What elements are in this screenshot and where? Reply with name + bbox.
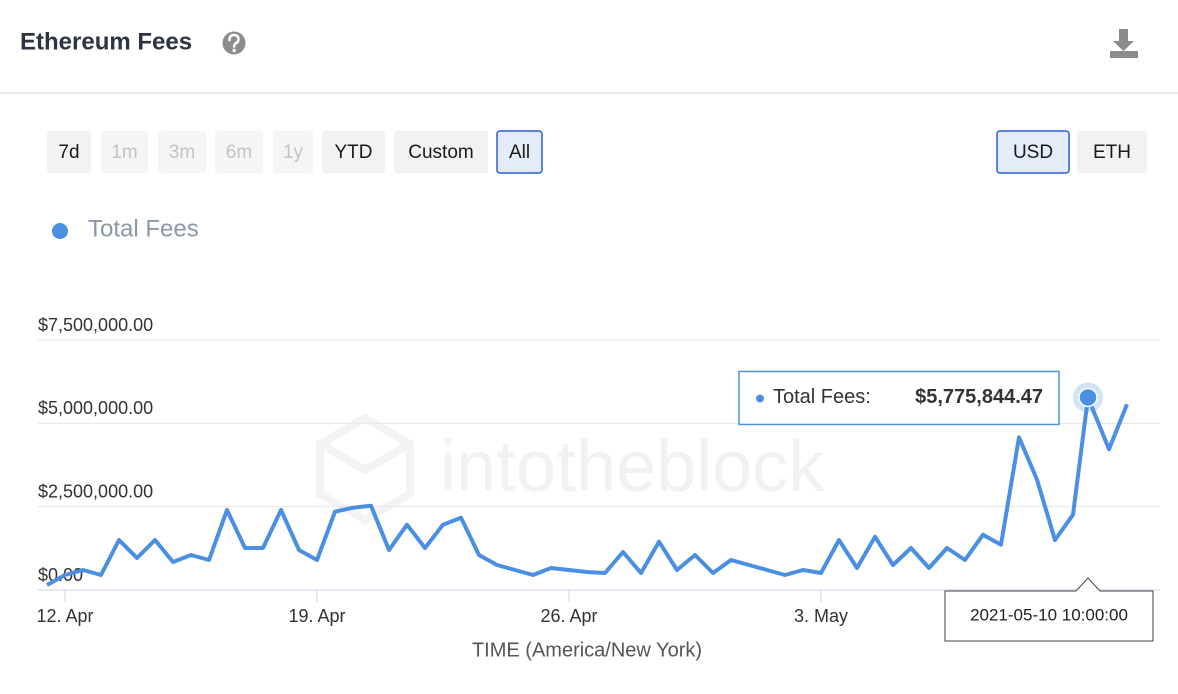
button-bg bbox=[322, 131, 385, 173]
button-bg bbox=[1077, 131, 1147, 173]
hover-point bbox=[1078, 387, 1098, 408]
y-tick-label: $5,000,000.00 bbox=[38, 398, 153, 418]
tooltip-label: Total Fees: bbox=[773, 386, 871, 408]
button-bg bbox=[215, 131, 263, 173]
button-bg bbox=[273, 131, 313, 173]
range-button: 6m bbox=[215, 131, 263, 173]
help-icon[interactable] bbox=[222, 31, 246, 55]
button-bg bbox=[996, 130, 1070, 174]
button-label: Custom bbox=[408, 142, 473, 163]
legend-item[interactable]: Total Fees bbox=[52, 215, 199, 242]
x-crosshair-label: 2021-05-10 10:00:00 bbox=[944, 577, 1154, 642]
range-button: 1y bbox=[273, 131, 313, 173]
x-label-text: 2021-05-10 10:00:00 bbox=[970, 605, 1128, 624]
x-tick-label: 19. Apr bbox=[288, 606, 345, 626]
button-bg bbox=[158, 131, 206, 173]
x-tick-label: 3. May bbox=[794, 606, 848, 626]
tooltip: Total Fees: $5,775,844.47 bbox=[738, 370, 1060, 426]
range-button[interactable]: 7d bbox=[47, 131, 91, 173]
page-title: Ethereum Fees bbox=[20, 28, 192, 55]
x-tick-label: 12. Apr bbox=[36, 606, 93, 626]
download-icon[interactable] bbox=[1110, 29, 1138, 58]
download-arrow bbox=[1113, 41, 1134, 51]
help-glyph bbox=[228, 33, 240, 48]
download-tray bbox=[1110, 51, 1138, 58]
download-stem bbox=[1119, 29, 1128, 42]
button-label: ETH bbox=[1093, 142, 1131, 163]
x-tick-label: 26. Apr bbox=[540, 606, 597, 626]
button-label: YTD bbox=[335, 142, 373, 163]
watermark-text: intotheblock bbox=[440, 427, 825, 507]
watermark: intotheblock bbox=[316, 413, 825, 525]
range-button[interactable]: All bbox=[496, 130, 543, 174]
button-label: 7d bbox=[58, 142, 79, 163]
button-label: All bbox=[509, 142, 530, 163]
y-tick-label: $7,500,000.00 bbox=[38, 315, 153, 335]
button-bg bbox=[101, 131, 148, 173]
legend-label: Total Fees bbox=[88, 215, 199, 242]
tooltip-marker bbox=[756, 394, 764, 403]
range-button[interactable]: ETH bbox=[1077, 131, 1147, 173]
button-bg bbox=[496, 130, 543, 174]
range-button[interactable]: Custom bbox=[394, 131, 488, 173]
button-label: 1m bbox=[111, 142, 137, 163]
legend-marker bbox=[52, 223, 68, 239]
watermark-logo-inner bbox=[317, 440, 413, 475]
range-button: 1m bbox=[101, 131, 148, 173]
x-label-box bbox=[944, 577, 1154, 642]
button-bg bbox=[394, 131, 488, 173]
x-axis-title: TIME (America/New York) bbox=[472, 639, 702, 661]
button-bg bbox=[47, 131, 91, 173]
y-tick-label: $0.00 bbox=[38, 565, 83, 585]
button-label: 6m bbox=[226, 142, 252, 163]
y-tick-label: $2,500,000.00 bbox=[38, 481, 153, 501]
series-line bbox=[46, 395, 1129, 587]
range-button: 3m bbox=[158, 131, 206, 173]
button-label: 3m bbox=[169, 142, 195, 163]
range-button[interactable]: YTD bbox=[322, 131, 385, 173]
tooltip-box bbox=[738, 370, 1060, 426]
help-dot bbox=[232, 48, 236, 53]
help-circle bbox=[222, 31, 246, 55]
tooltip-value: $5,775,844.47 bbox=[915, 386, 1043, 408]
button-label: 1y bbox=[283, 142, 304, 163]
range-button[interactable]: USD bbox=[996, 130, 1070, 174]
button-label: USD bbox=[1013, 142, 1053, 163]
